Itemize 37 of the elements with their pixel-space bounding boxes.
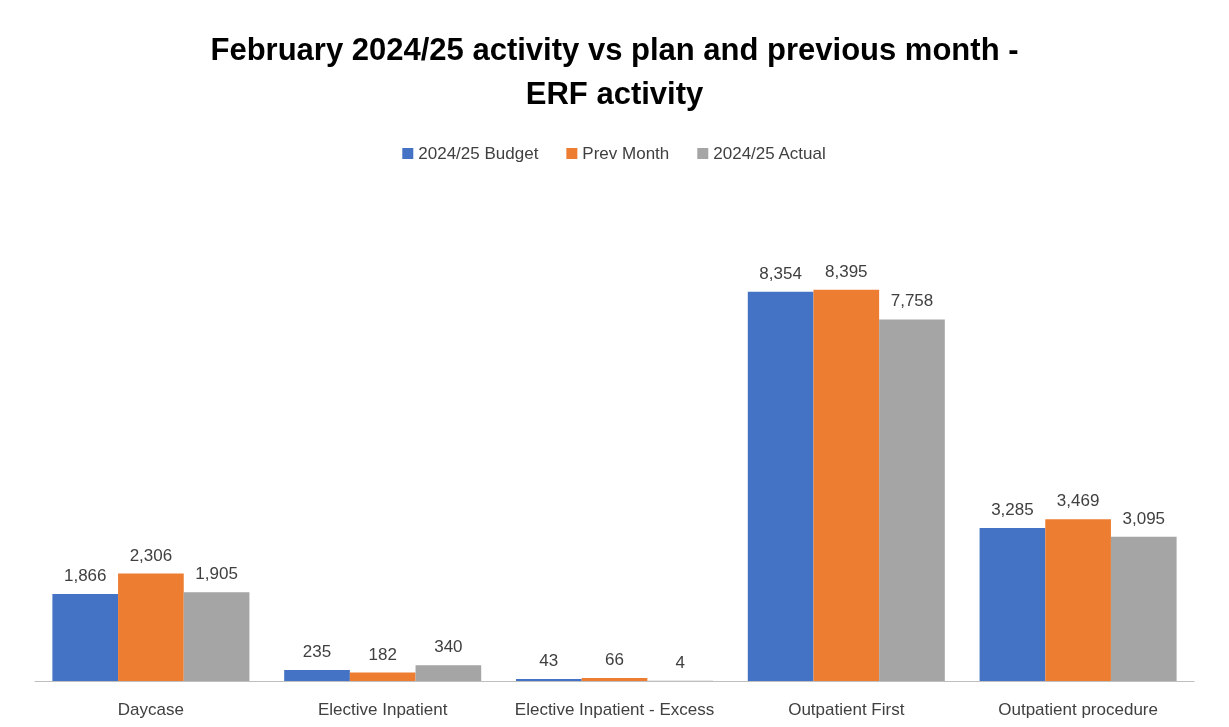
- bar: [581, 677, 648, 681]
- data-label: 66: [605, 649, 624, 669]
- data-label: 43: [539, 651, 559, 670]
- data-label: 3,285: [991, 499, 1034, 519]
- bar: [1110, 536, 1177, 681]
- x-tick-label: Daycase: [117, 700, 184, 719]
- x-tick-label: Elective Inpatient - Excess: [514, 700, 715, 719]
- data-label: 8,354: [759, 263, 802, 283]
- bar: [813, 289, 880, 681]
- bar: [52, 594, 119, 681]
- legend-label: 2024/25 Budget: [418, 144, 539, 163]
- bar: [284, 670, 350, 681]
- data-label: 182: [368, 644, 397, 664]
- bar: [1045, 519, 1111, 681]
- data-label: 1,866: [63, 566, 107, 586]
- bar: [349, 672, 416, 681]
- chart-title: February 2024/25 activity vs plan and previous month - ERF activity: [210, 31, 1019, 111]
- bar: [747, 291, 814, 681]
- x-tick-label: Elective Inpatient: [317, 700, 448, 719]
- bar: [183, 592, 250, 681]
- bar: [118, 573, 184, 681]
- data-label: 7,758: [890, 291, 934, 311]
- data-label: 3,469: [1056, 491, 1100, 511]
- bar: [979, 527, 1046, 681]
- bar: [415, 665, 482, 681]
- data-label: 3,095: [1122, 508, 1166, 528]
- legend-label: 2024/25 Actual: [713, 144, 826, 163]
- data-label: 340: [434, 637, 463, 657]
- data-label: 2,306: [129, 545, 173, 565]
- data-label: 8,395: [825, 261, 868, 281]
- data-label: 235: [302, 642, 332, 662]
- bar: [879, 319, 945, 681]
- data-label: 1,905: [195, 564, 238, 584]
- legend-label: Prev Month: [582, 144, 670, 163]
- x-tick-label: Outpatient procedure: [998, 700, 1158, 719]
- x-tick-label: Outpatient First: [788, 700, 905, 719]
- data-label: 4: [675, 652, 685, 672]
